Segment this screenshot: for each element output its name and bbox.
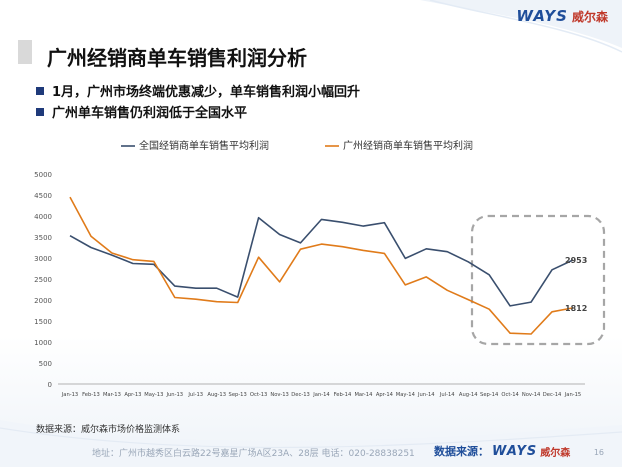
bullet-text: 广州单车销售仍利润低于全国水平 <box>52 106 248 121</box>
bullet-square-icon <box>36 86 44 95</box>
footer-source-label: 数据来源： <box>434 445 489 458</box>
x-tick-label: Nov-13 <box>270 392 288 398</box>
x-tick-label: Dec-13 <box>291 392 310 398</box>
brand-logo: WAYS 威尔森 <box>516 7 608 25</box>
y-tick-label: 5000 <box>34 171 52 179</box>
x-tick-label: Mar-13 <box>103 392 121 398</box>
title-accent-bar <box>18 40 32 64</box>
x-tick-label: Apr-13 <box>124 392 141 398</box>
end-value-label: 2953 <box>565 256 587 265</box>
bullet-text: 1月，广州市场终端优惠减少，单车销售利润小幅回升 <box>52 85 361 100</box>
x-tick-label: Jun-14 <box>417 392 435 398</box>
x-tick-label: Jul-14 <box>439 392 455 398</box>
x-tick-label: Sep-13 <box>229 392 247 398</box>
x-tick-label: Apr-14 <box>376 392 394 398</box>
x-tick-label: Feb-13 <box>82 392 100 398</box>
y-tick-label: 0 <box>48 381 52 389</box>
x-tick-label: Sep-14 <box>480 392 499 398</box>
x-tick-label: Aug-13 <box>207 392 226 398</box>
x-tick-label: May-13 <box>144 392 163 398</box>
footer-brand-wordmark: WAYS <box>492 443 538 459</box>
y-tick-label: 1500 <box>34 318 52 326</box>
y-tick-label: 3000 <box>34 255 52 263</box>
bullet-item: 广州单车销售仍利润低于全国水平 <box>36 101 360 122</box>
y-tick-label: 3500 <box>34 234 52 242</box>
x-tick-label: Mar-14 <box>354 392 373 398</box>
y-tick-label: 500 <box>39 360 52 368</box>
y-tick-label: 4500 <box>34 192 52 200</box>
x-tick-label: Jul-13 <box>187 392 203 398</box>
x-tick-label: Aug-14 <box>459 392 478 398</box>
bullet-item: 1月，广州市场终端优惠减少，单车销售利润小幅回升 <box>36 80 360 101</box>
series-line-guangzhou <box>69 196 574 335</box>
y-tick-label: 2000 <box>34 297 52 305</box>
series-line-national <box>69 216 574 307</box>
brand-cn: 威尔森 <box>571 9 608 24</box>
highlight-box <box>470 214 606 346</box>
end-value-label: 1812 <box>565 304 587 313</box>
x-tick-label: Oct-13 <box>250 392 267 398</box>
x-tick-label: Oct-14 <box>501 392 519 398</box>
bullet-square-icon <box>36 107 44 116</box>
x-tick-label: May-14 <box>396 392 416 398</box>
brand-wordmark: WAYS <box>516 7 568 25</box>
x-tick-label: Jan-15 <box>564 392 581 398</box>
data-source-note: 数据来源：威尔森市场价格监测体系 <box>36 425 181 435</box>
page-number: 16 <box>593 448 604 457</box>
legend-label: 广州经销商单车销售平均利润 <box>343 139 473 152</box>
y-tick-label: 1000 <box>34 339 52 347</box>
footer-source: 数据来源： WAYS 威尔森 <box>434 443 570 459</box>
x-tick-label: Dec-14 <box>543 392 562 398</box>
footer-address: 地址：广州市越秀区白云路22号嘉星广场A区23A、28层 电话：020-2883… <box>92 449 415 459</box>
x-tick-label: Nov-14 <box>522 392 541 398</box>
footer-brand-cn: 威尔森 <box>540 447 571 459</box>
y-tick-label: 4000 <box>34 213 52 221</box>
legend-label: 全国经销商单车销售平均利润 <box>139 139 269 152</box>
x-tick-label: Feb-14 <box>334 392 352 398</box>
x-tick-label: Jan-14 <box>312 392 330 398</box>
y-tick-label: 2500 <box>34 276 52 284</box>
bullet-list: 1月，广州市场终端优惠减少，单车销售利润小幅回升 广州单车销售仍利润低于全国水平 <box>36 80 360 122</box>
x-tick-label: Jun-13 <box>165 392 183 398</box>
x-tick-label: Jan-13 <box>61 392 78 398</box>
page-title: 广州经销商单车销售利润分析 <box>47 46 307 70</box>
